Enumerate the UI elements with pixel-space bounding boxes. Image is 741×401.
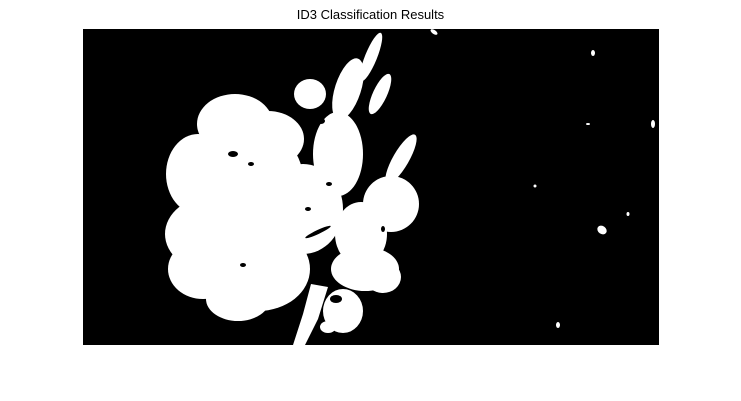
- foreground-mask: [165, 29, 655, 345]
- image-axes: [83, 29, 659, 345]
- segmentation-mask-image: [83, 29, 659, 345]
- mask-holes: [228, 118, 385, 303]
- figure-title: ID3 Classification Results: [296, 7, 445, 22]
